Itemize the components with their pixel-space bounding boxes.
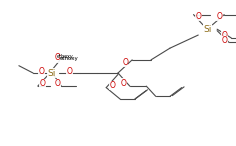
Text: O: O [40,79,45,88]
Text: Si: Si [48,68,56,78]
Text: O: O [55,79,61,88]
Text: O: O [221,36,227,45]
Text: Si: Si [203,25,212,34]
Text: O: O [221,31,227,40]
Text: O: O [195,12,201,21]
Text: O: O [67,67,72,76]
Text: O: O [109,81,115,90]
Text: O: O [55,53,61,62]
Text: O: O [122,58,128,67]
Text: O: O [121,79,127,88]
Text: ethoxy: ethoxy [57,54,73,59]
Text: O: O [38,67,44,76]
Text: ethoxy: ethoxy [60,56,79,61]
Text: O: O [217,12,222,21]
